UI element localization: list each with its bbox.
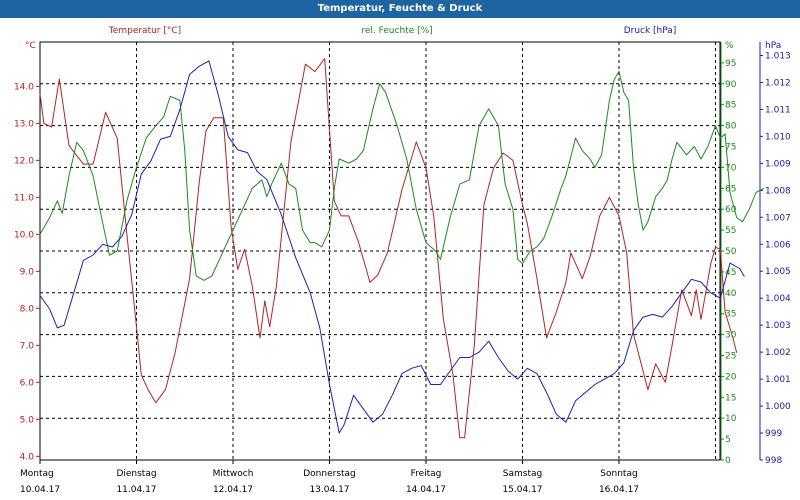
humidity-tick-label: 10	[725, 414, 737, 424]
pressure-axis-title: Druck [hPa]	[624, 26, 677, 36]
temperature-tick-label: 11.0	[14, 193, 34, 203]
pressure-tick-label: 999	[765, 429, 782, 439]
x-date-label: 16.04.17	[599, 485, 639, 495]
pressure-tick-label: 1.008	[765, 186, 791, 196]
x-day-label: Freitag	[411, 469, 442, 479]
temperature-tick-label: 10.0	[14, 230, 34, 240]
temperature-unit: °C	[25, 41, 36, 51]
pressure-tick-label: 1.000	[765, 402, 791, 412]
x-date-label: 10.04.17	[20, 485, 60, 495]
pressure-tick-label: 1.003	[765, 321, 791, 331]
x-date-label: 11.04.17	[116, 485, 156, 495]
pressure-tick-label: 1.012	[765, 78, 791, 88]
x-date-label: 12.04.17	[213, 485, 253, 495]
pressure-tick-label: 1.002	[765, 348, 791, 358]
pressure-tick-label: 1.005	[765, 267, 791, 277]
humidity-tick-label: 40	[725, 289, 737, 299]
grid-lines	[40, 42, 720, 460]
axes	[36, 41, 763, 464]
humidity-tick-label: 75	[725, 143, 736, 153]
humidity-unit: %	[725, 41, 734, 51]
humidity-tick-label: 65	[725, 184, 736, 194]
temperature-tick-label: 13.0	[14, 119, 34, 129]
humidity-tick-label: 15	[725, 393, 736, 403]
pressure-tick-label: 1.006	[765, 240, 791, 250]
temperature-tick-label: 7.0	[20, 341, 35, 351]
pressure-tick-label: 1.011	[765, 105, 791, 115]
x-date-label: 14.04.17	[406, 485, 446, 495]
x-day-label: Dienstag	[116, 469, 156, 479]
humidity-tick-label: 30	[725, 331, 737, 341]
x-date-label: 15.04.17	[502, 485, 542, 495]
x-date-label: 13.04.17	[309, 485, 349, 495]
pressure-tick-label: 1.009	[765, 159, 791, 169]
humidity-tick-label: 20	[725, 372, 737, 382]
x-day-label: Mittwoch	[213, 469, 254, 479]
humidity-tick-label: 70	[725, 163, 737, 173]
humidity-tick-label: 90	[725, 80, 737, 90]
pressure-tick-label: 1.007	[765, 213, 791, 223]
temperature-tick-label: 12.0	[14, 156, 34, 166]
temperature-tick-label: 6.0	[20, 378, 35, 388]
humidity-tick-label: 95	[725, 59, 736, 69]
temperature-tick-label: 14.0	[14, 82, 34, 92]
x-day-label: Sonntag	[600, 469, 637, 479]
pressure-tick-label: 1.013	[765, 51, 791, 61]
temperature-axis-title: Temperatur [°C]	[108, 26, 181, 36]
humidity-tick-label: 60	[725, 205, 737, 215]
humidity-tick-label: 85	[725, 101, 736, 111]
pressure-tick-label: 1.001	[765, 375, 791, 385]
pressure-unit: hPa	[765, 41, 781, 51]
x-day-label: Samstag	[503, 469, 542, 479]
humidity-tick-label: 80	[725, 122, 737, 132]
x-day-label: Montag	[20, 469, 54, 479]
temperature-series-line	[39, 58, 738, 439]
humidity-series-line	[39, 70, 765, 281]
x-day-label: Donnerstag	[303, 469, 356, 479]
label-layer: Temperatur [°C] rel. Feuchte [%] Druck […	[14, 26, 791, 495]
series-layer	[39, 58, 765, 439]
humidity-tick-label: 5	[725, 435, 731, 445]
pressure-tick-label: 998	[765, 456, 782, 466]
humidity-tick-label: 25	[725, 352, 736, 362]
humidity-tick-label: 45	[725, 268, 736, 278]
pressure-tick-label: 1.004	[765, 294, 791, 304]
pressure-series-line	[39, 60, 745, 434]
humidity-axis-title: rel. Feuchte [%]	[361, 26, 432, 36]
humidity-tick-label: 0	[725, 456, 731, 466]
temperature-tick-label: 8.0	[20, 304, 35, 314]
chart-title: Temperatur, Feuchte & Druck	[0, 0, 800, 18]
temperature-tick-label: 9.0	[20, 267, 35, 277]
pressure-tick-label: 1.010	[765, 132, 791, 142]
humidity-tick-label: 35	[725, 310, 736, 320]
humidity-tick-label: 55	[725, 226, 736, 236]
temperature-tick-label: 5.0	[20, 415, 35, 425]
temperature-tick-label: 4.0	[20, 452, 35, 462]
humidity-tick-label: 50	[725, 247, 737, 257]
